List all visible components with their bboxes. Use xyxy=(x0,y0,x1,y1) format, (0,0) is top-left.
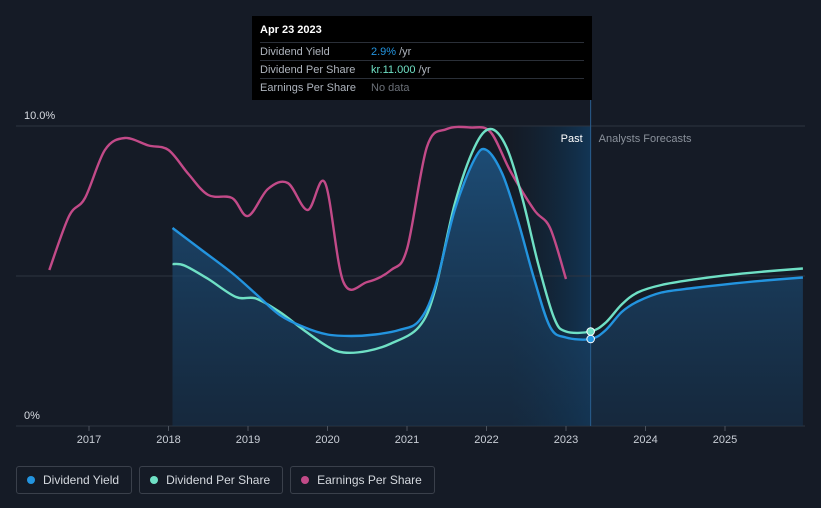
y-tick-label: 10.0% xyxy=(24,110,55,122)
y-tick-label: 0% xyxy=(24,410,40,422)
tooltip-row-unit: /yr xyxy=(399,45,412,58)
tooltip: Apr 23 2023 Dividend Yield 2.9% /yr Divi… xyxy=(252,16,592,100)
dividend-yield-area xyxy=(172,148,803,426)
tooltip-row-label: Dividend Yield xyxy=(260,45,330,58)
x-axis: 2017 2018 2019 2020 2021 2022 2023 2024 2025 xyxy=(77,426,737,446)
dividend-per-share-line xyxy=(172,127,803,355)
past-label: Past xyxy=(561,133,583,145)
legend-dot-icon xyxy=(150,476,159,484)
analysts-forecasts-label: Analysts Forecasts xyxy=(599,133,692,145)
highlight-markers xyxy=(586,327,595,344)
x-tick-label: 2018 xyxy=(156,434,180,446)
y-axis: 10.0% 0% xyxy=(24,110,55,422)
legend-label: Earnings Per Share xyxy=(317,473,422,487)
tooltip-row-dividend-per-share: Dividend Per Share kr.11.000 /yr xyxy=(260,60,584,78)
tooltip-row-label: Earnings Per Share xyxy=(260,81,356,94)
tooltip-row-value: 2.9% xyxy=(371,45,397,58)
earnings-per-share-line xyxy=(48,125,568,291)
x-tick-label: 2023 xyxy=(554,434,578,446)
highlight-marker xyxy=(586,327,595,336)
tooltip-date: Apr 23 2023 xyxy=(260,24,322,36)
x-tick-label: 2019 xyxy=(236,434,260,446)
legend-dot-icon xyxy=(301,476,310,484)
x-tick-label: 2017 xyxy=(77,434,101,446)
highlight-marker xyxy=(586,334,595,344)
legend-dot-icon xyxy=(27,476,35,484)
legend-label: Dividend Yield xyxy=(43,473,120,487)
x-tick-label: 2020 xyxy=(315,434,339,446)
tooltip-row-label: Dividend Per Share xyxy=(260,63,356,76)
series-lines xyxy=(48,125,803,355)
legend-item-earnings-per-share[interactable]: Earnings Per Share xyxy=(290,466,435,494)
legend-item-dividend-yield[interactable]: Dividend Yield xyxy=(16,466,133,494)
tooltip-row-value: No data xyxy=(371,81,410,94)
x-tick-label: 2021 xyxy=(395,434,419,446)
legend-item-dividend-per-share[interactable]: Dividend Per Share xyxy=(139,466,284,494)
x-tick-label: 2025 xyxy=(713,434,737,446)
x-tick-label: 2022 xyxy=(474,434,498,446)
dividend-yield-line xyxy=(171,147,803,341)
tooltip-row-value: kr.11.000 xyxy=(371,63,416,76)
tooltip-row-unit: /yr xyxy=(418,63,431,76)
legend-label: Dividend Per Share xyxy=(166,473,271,487)
legend: Dividend Yield Dividend Per Share Earnin… xyxy=(16,466,435,494)
tooltip-row-dividend-yield: Dividend Yield 2.9% /yr xyxy=(260,42,584,60)
x-tick-label: 2024 xyxy=(633,434,657,446)
tooltip-row-earnings-per-share: Earnings Per Share No data xyxy=(260,78,584,96)
